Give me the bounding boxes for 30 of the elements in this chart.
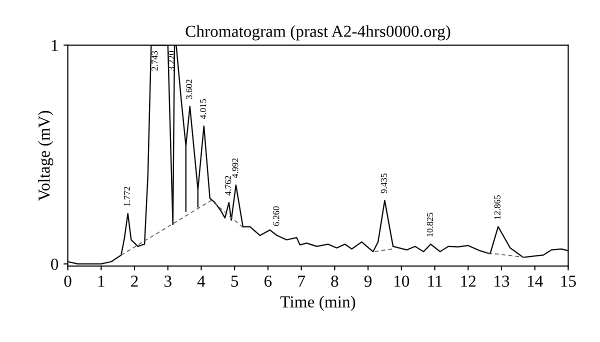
annotation: 4.992 <box>232 158 238 178</box>
x-tick-label: 10 <box>394 276 410 287</box>
x-tick-label: 7 <box>298 276 306 287</box>
x-tick-label: 14 <box>528 276 543 287</box>
x-tick-label: 1 <box>98 276 104 287</box>
x-tick-label: 13 <box>494 276 510 287</box>
annotation: 6.260 <box>273 206 280 226</box>
x-tick-label: 2 <box>131 276 138 287</box>
x-tick-label: 12 <box>461 276 476 287</box>
annotation: 2.743 <box>152 51 158 71</box>
y-axis-title: Voltage (mV) <box>38 110 54 201</box>
annotation: 4.015 <box>200 99 206 119</box>
chart-title: Chromatogram (prast A2-4hrs0000.org) <box>186 25 450 40</box>
annotation: 1.772 <box>124 186 130 206</box>
annotation: 3.220 <box>168 51 174 71</box>
annotation: 3.602 <box>186 80 192 100</box>
x-tick-label: 5 <box>231 276 238 287</box>
x-tick-label: 11 <box>428 276 442 287</box>
x-tick-label: 3 <box>164 276 172 287</box>
annotation: 4.762 <box>225 176 232 196</box>
x-axis-title: Time (min) <box>280 296 356 311</box>
x-tick-label: 15 <box>561 276 576 287</box>
x-tick-label: 8 <box>331 276 338 287</box>
x-tick-label: 6 <box>264 276 272 287</box>
x-tick-label: 0 <box>64 276 72 287</box>
annotation: 9.435 <box>380 174 388 194</box>
annotation: 10.825 <box>426 212 434 236</box>
x-tick-label: 4 <box>197 276 206 287</box>
annotation: 12.865 <box>494 195 500 219</box>
x-tick-label: 9 <box>364 276 372 287</box>
